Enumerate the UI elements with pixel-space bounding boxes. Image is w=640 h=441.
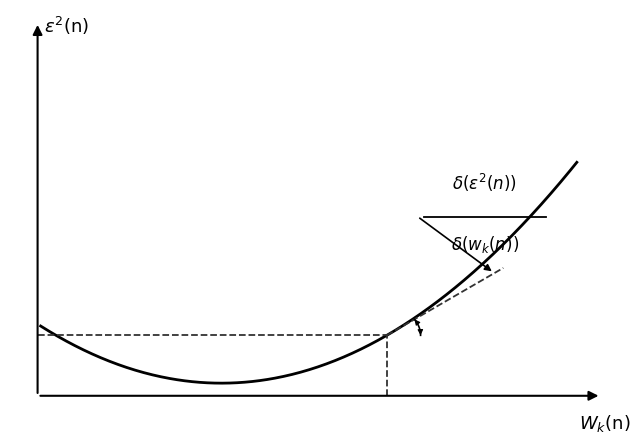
- Text: $\delta(w_k(n))$: $\delta(w_k(n))$: [451, 234, 519, 255]
- Text: $W_k$(n): $W_k$(n): [579, 414, 630, 434]
- Text: $\delta(\varepsilon^2(n))$: $\delta(\varepsilon^2(n))$: [452, 172, 517, 194]
- Text: $\varepsilon^2$(n): $\varepsilon^2$(n): [44, 15, 89, 37]
